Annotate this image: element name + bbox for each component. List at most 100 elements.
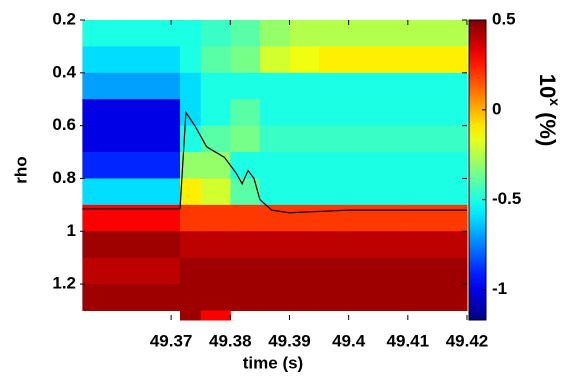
heatmap-cell	[230, 284, 261, 311]
heatmap-cell	[407, 257, 468, 285]
heatmap-cell	[82, 257, 181, 285]
heatmap-cell	[289, 99, 320, 127]
heatmap-cell	[319, 99, 350, 127]
heatmap-cell	[289, 231, 320, 259]
heatmap-cell	[230, 204, 261, 232]
heatmap-cell	[230, 178, 261, 206]
colorbar-label: 10x (%)	[535, 74, 563, 147]
heatmap-cell	[407, 99, 468, 127]
heatmap-cell	[82, 20, 181, 47]
heatmap-cell	[200, 125, 231, 153]
heatmap-cell	[200, 204, 231, 232]
heatmap-cell	[230, 231, 261, 259]
heatmap-cell	[82, 284, 181, 311]
heatmap-cell	[289, 125, 320, 153]
heatmap-cell	[82, 178, 181, 206]
heatmap-cell	[348, 231, 409, 259]
heatmap-cell	[348, 284, 409, 311]
heatmap-cell	[348, 99, 409, 127]
heatmap-cell	[289, 46, 320, 74]
heatmap-cell	[348, 72, 409, 100]
heatmap-cell	[289, 204, 320, 232]
heatmap-cell	[180, 20, 202, 47]
heatmap-cell	[82, 99, 181, 127]
heatmap-cell	[259, 284, 290, 311]
x-axis-label: time (s)	[243, 353, 303, 372]
heatmap-cell	[82, 125, 181, 153]
heatmap-cell	[200, 231, 231, 259]
heatmap-cell	[407, 125, 468, 153]
x-tick-label: 49.39	[268, 331, 311, 350]
heatmap-cell	[319, 257, 350, 285]
heatmap-cell	[348, 257, 409, 285]
heatmap-cell	[180, 125, 202, 153]
rho-trace	[82, 110, 467, 214]
y-tick-label: 1	[67, 221, 76, 240]
heatmap-cell	[82, 72, 181, 100]
heatmap-cell	[200, 72, 231, 100]
heatmap-cell	[180, 152, 202, 179]
heatmap-cell	[407, 152, 468, 179]
y-tick-label: 1.2	[52, 274, 76, 293]
heatmap-cell	[82, 152, 181, 179]
heatmap-cell	[180, 257, 202, 285]
heatmap-cell	[180, 310, 202, 321]
heatmap-cell	[289, 20, 320, 47]
y-tick-label: 0.8	[52, 168, 76, 187]
heatmap-cell	[200, 152, 231, 179]
heatmap-cell	[348, 152, 409, 179]
heatmap-cell	[407, 284, 468, 311]
heatmap-cell	[289, 178, 320, 206]
y-tick-label: 0.4	[52, 62, 76, 81]
heatmap-cell	[230, 20, 261, 47]
heatmap-cell	[200, 99, 231, 127]
heatmap-cell	[289, 152, 320, 179]
heatmap-cell	[319, 152, 350, 179]
heatmap-cell	[289, 284, 320, 311]
heatmap-cell	[200, 46, 231, 74]
heatmap-cell	[259, 178, 290, 206]
heatmap-cell	[289, 257, 320, 285]
heatmap-cell	[259, 204, 290, 232]
heatmap-cell	[230, 72, 261, 100]
y-axis-label: rho	[11, 156, 30, 183]
colorbar-tick-label: -1	[492, 279, 507, 298]
heatmap-cell	[200, 310, 231, 321]
colorbar-tick-label: -0.5	[492, 189, 521, 208]
x-tick-label: 49.38	[209, 331, 252, 350]
heatmap-cell	[200, 284, 231, 311]
heatmap-cell	[180, 99, 202, 127]
heatmap-cell	[180, 204, 202, 232]
heatmap-cell	[200, 178, 231, 206]
heatmap-cell	[180, 284, 202, 311]
heatmap-cell	[180, 72, 202, 100]
heatmap-cell	[319, 20, 350, 47]
heatmap-cell	[259, 125, 290, 153]
heatmap-cell	[319, 125, 350, 153]
colorbar-tick-label: 0.5	[492, 9, 516, 28]
heatmap-cell	[407, 231, 468, 259]
x-tick-label: 49.41	[387, 331, 430, 350]
heatmap-cell	[319, 284, 350, 311]
heatmap-cell	[259, 20, 290, 47]
heatmap-cell	[180, 231, 202, 259]
colorbar-label-unit: (%)	[535, 106, 560, 146]
x-tick-label: 49.4	[332, 331, 366, 350]
heatmap-cell	[407, 178, 468, 206]
heatmap-cell	[407, 72, 468, 100]
heatmap-cell	[230, 152, 261, 179]
heatmap-cell	[348, 125, 409, 153]
heatmap-cell	[348, 204, 409, 232]
colorbar-tick-label: 0	[492, 99, 501, 118]
heatmap-cell	[230, 257, 261, 285]
colorbar-label-base: 10	[535, 74, 560, 98]
heatmap-cell	[259, 257, 290, 285]
heatmap-cell	[200, 257, 231, 285]
heatmap-cell	[319, 72, 350, 100]
heatmap-cell	[348, 178, 409, 206]
colorbar-label-exponent: x	[547, 98, 563, 106]
heatmap-cell	[407, 204, 468, 232]
colorbar	[468, 19, 487, 321]
heatmap-cell	[407, 20, 468, 47]
heatmap-cell	[319, 46, 350, 74]
